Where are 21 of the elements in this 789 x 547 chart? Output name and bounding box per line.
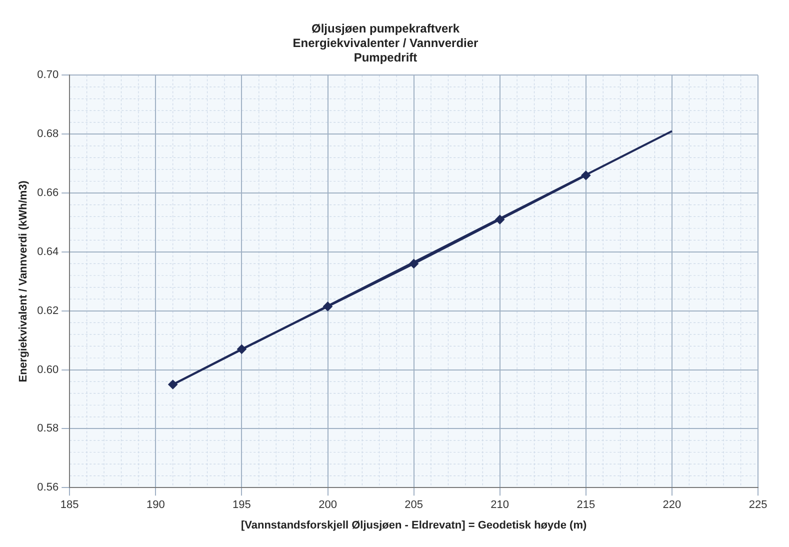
chart-subtitle: Energiekvivalenter / Vannverdier Pumpedrift [292,36,479,64]
y-tick-label: 0.56 [37,482,59,494]
x-tick-label: 200 [318,499,337,512]
x-tick-label: 185 [60,499,79,512]
x-tick-label: 205 [404,499,423,512]
y-tick-label: 0.64 [37,246,59,258]
y-axis-title: Energiekvivalent / Vannverdi (kWh/m3) [18,180,30,382]
y-tick-label: 0.70 [37,69,59,82]
x-tick-label: 190 [146,499,165,512]
x-tick-label: 195 [232,499,251,512]
y-tick-label: 0.68 [37,128,59,140]
y-tick-label: 0.60 [37,364,59,376]
chart-title: Øljusjøen pumpekraftverk [311,22,460,36]
y-tick-label: 0.58 [37,422,59,435]
x-axis-title: [Vannstandsforskjell Øljusjøen - Eldrevatn] = Geodetisk høyde (m) [240,519,587,532]
y-tick-label: 0.62 [37,304,59,317]
y-tick-label: 0.66 [37,187,59,200]
x-tick-label: 225 [748,499,768,512]
x-tick-label: 220 [662,499,682,512]
x-tick-label: 210 [490,499,510,512]
x-tick-label: 215 [576,499,596,512]
